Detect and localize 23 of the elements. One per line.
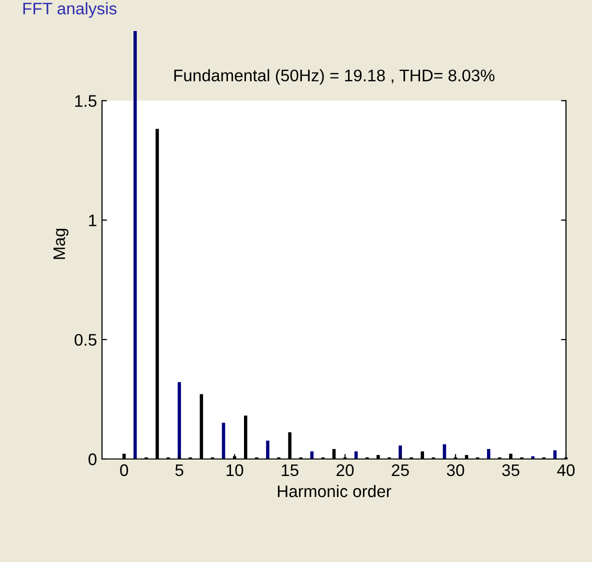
x-tick-label: 35: [502, 464, 520, 476]
bar: [266, 440, 270, 460]
y-tick-label: 1.5: [75, 95, 96, 107]
x-tick-label: 20: [336, 464, 354, 476]
x-tick-label: 5: [175, 464, 184, 476]
x-tick-label: 0: [120, 464, 128, 476]
text: FFT analysis: [23, 2, 116, 18]
y-axis-title: Mag: [53, 228, 68, 259]
x-tick-label: 30: [446, 464, 464, 476]
x-tick-label: 25: [392, 464, 409, 476]
x-tick-label: 40: [557, 464, 575, 476]
bar: [134, 30, 137, 460]
text: Fundamental (50Hz) = 19.18 , THD= 8.03%: [174, 69, 494, 85]
bar: [531, 456, 534, 460]
x-axis-title: Harmonic order: [278, 484, 392, 498]
x-tick-label: 10: [226, 464, 244, 476]
bar: [398, 445, 402, 460]
bar: [487, 449, 490, 460]
bar: [178, 382, 181, 460]
y-tick-label: 0.5: [74, 334, 96, 346]
x-tick-label: 15: [282, 464, 298, 476]
y-tick-label: 0: [88, 453, 96, 466]
y-tick-label: 1: [89, 214, 96, 226]
